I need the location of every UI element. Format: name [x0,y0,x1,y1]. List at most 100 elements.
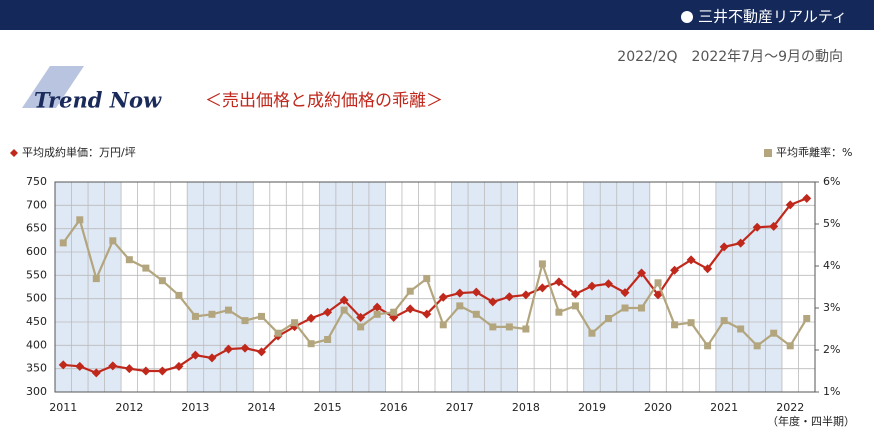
marker [274,329,282,337]
marker [554,277,564,287]
marker [92,275,100,283]
x-tick-label: 2017 [446,401,474,414]
x-axis-label: （年度・四半期） [767,414,855,428]
marker [175,291,183,299]
marker [489,323,497,331]
marker [124,364,134,374]
marker [770,329,778,337]
marker [406,287,414,295]
marker [174,361,184,371]
marker [604,315,612,322]
marker [291,319,299,327]
marker [555,308,563,316]
y-tick-label: 350 [26,362,47,375]
marker [521,290,531,300]
marker [422,309,432,319]
y2-tick-label: 6% [823,175,840,188]
marker [785,200,795,210]
marker [570,289,580,299]
marker [190,350,200,360]
legend-marker [10,149,18,157]
marker [704,342,712,350]
marker [621,304,629,312]
marker [76,216,84,224]
y2-tick-label: 3% [823,301,840,314]
marker [324,336,332,343]
y-tick-label: 550 [26,268,47,281]
marker [357,323,365,331]
y-tick-label: 300 [26,385,47,398]
x-tick-label: 2016 [380,401,408,414]
marker [620,288,630,298]
marker [158,277,166,285]
legend-label: 平均成約単価：万円/坪 [22,145,136,159]
marker [91,368,101,378]
marker [241,317,249,325]
marker [505,323,513,331]
marker [142,264,150,272]
y-tick-label: 400 [26,338,47,351]
marker [125,256,133,264]
marker [769,221,779,231]
marker [208,310,216,318]
marker [638,304,646,312]
brand-icon [681,11,693,23]
x-tick-label: 2021 [710,401,738,414]
marker [588,329,596,337]
y-tick-label: 700 [26,198,47,211]
marker [504,292,514,302]
marker [223,344,233,354]
marker [471,287,481,297]
marker [306,313,316,323]
y2-tick-label: 4% [823,259,840,272]
marker [671,321,679,329]
x-tick-label: 2014 [248,401,276,414]
x-tick-label: 2011 [49,401,77,414]
x-tick-label: 2022 [776,401,804,414]
y-tick-label: 450 [26,315,47,328]
series-line [63,197,808,375]
logo-shape [22,66,84,108]
x-tick-label: 2019 [578,401,606,414]
y-tick-label: 650 [26,222,47,235]
marker [603,279,613,289]
marker [157,366,167,376]
marker [423,275,431,283]
marker [191,312,199,320]
marker [719,242,729,252]
marker [390,308,398,316]
marker [703,264,713,274]
marker [141,366,151,376]
marker [258,312,266,320]
logo: Trend Now [34,88,162,113]
plot-frame [54,181,816,393]
marker [654,279,662,287]
y-tick-label: 600 [26,245,47,258]
marker [257,347,267,357]
legend-label: 平均乖離率：% [776,145,852,159]
marker [653,290,663,300]
x-tick-label: 2012 [115,401,143,414]
marker [109,237,117,245]
marker [752,222,762,232]
marker [786,342,794,350]
marker [587,281,597,291]
marker [372,302,382,312]
period: 2022/2Q 2022年7月～9月の動向 [617,49,843,65]
marker [456,302,464,310]
marker [373,310,381,318]
marker [59,239,67,247]
marker [488,297,498,307]
marker [803,315,811,322]
marker [637,268,647,278]
brand: 三井不動産リアルティ [698,8,847,26]
marker [323,307,333,317]
marker [753,342,761,350]
marker [686,255,696,265]
y-tick-label: 750 [26,175,47,188]
subtitle: ＜売出価格と成約価格の乖離＞ [205,91,443,111]
legend-marker [764,149,772,157]
marker [438,292,448,302]
marker [670,265,680,275]
marker [224,306,232,314]
